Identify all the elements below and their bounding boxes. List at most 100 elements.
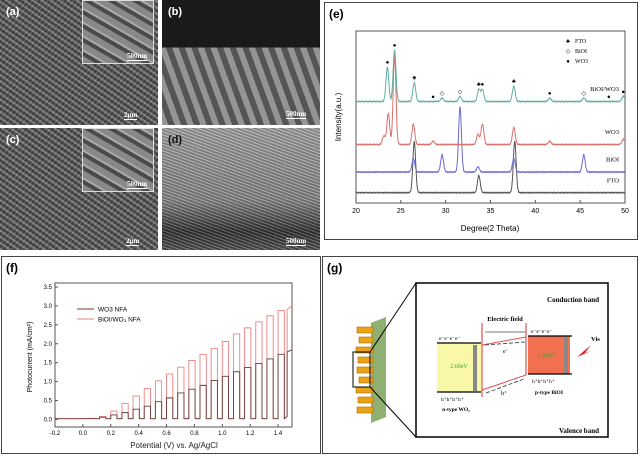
xrd-chart: Degree(2 Theta) Intensity(a.u.) 20 25 30 35… [334, 30, 629, 233]
peak-marker-wo3: ● [481, 82, 485, 88]
photocurrent-chart: Potential (V) vs. Ag/AgCl Photocurrent (… [27, 282, 293, 450]
x-tick-label: 0.2 [107, 431, 116, 437]
legend-label: WO3 [575, 59, 588, 65]
x-tick-label: 30 [442, 208, 450, 215]
peak-marker-wo3: ● [431, 95, 435, 101]
x-tick-label: 50 [621, 208, 629, 215]
x-tick-label: -0.2 [50, 431, 61, 437]
panel-label-c: (c) [6, 134, 20, 146]
x-axis-label: Degree(2 Theta) [461, 224, 520, 233]
electric-field-label: Electric field [487, 316, 523, 323]
bioi-band [528, 336, 570, 374]
legend-symbol: ◇ [566, 49, 571, 55]
series-label: BiOI/WO3 [590, 86, 619, 93]
bioi-label: p-type BiOI [535, 390, 563, 396]
plot-frame [54, 282, 293, 428]
x-tick-label: 1.4 [274, 431, 283, 437]
sem-inset-c [82, 128, 154, 192]
wo3-excitation-arrow [473, 345, 477, 391]
wo3-electrons: e⁻e⁻e⁻e⁻ [439, 336, 460, 342]
sem-image-a: (a) 500nm 2μm [0, 0, 158, 125]
bioi-gap-label: 1.86eV [538, 353, 556, 359]
inset-scale-bar-c: 500nm [127, 180, 148, 189]
x-tick-label: 20 [352, 208, 360, 215]
x-tick-label: 35 [487, 208, 495, 215]
inset-scale-bar-a: 500nm [127, 52, 148, 61]
peak-marker-bioi: ◇ [440, 91, 445, 97]
scale-bar-d: 500nm [286, 237, 307, 246]
zoom-line [369, 386, 417, 438]
y-tick-label: 3.5 [44, 285, 53, 291]
peak-marker-wo3: ● [393, 43, 397, 49]
peak-marker-fto: ♣ [412, 76, 416, 82]
conduction-band-label: Conduction band [547, 296, 599, 304]
wo3-holes: h⁺h⁺h⁺h⁺ [441, 396, 464, 403]
hole-label: h⁺ [501, 390, 507, 397]
series-label: WO3 [605, 129, 619, 136]
band-scheme-panel: (g) Conduction band Valence band Electri… [322, 256, 638, 454]
y-tick-label: 0.0 [44, 417, 53, 423]
legend-symbol: ● [566, 59, 570, 65]
peak-marker-wo3: ● [548, 91, 552, 97]
electron-label: e⁻ [503, 349, 509, 355]
peak-marker-wo3: ● [607, 95, 611, 101]
series-label: BiOI [606, 157, 619, 164]
y-axis-label: Photocurrent (mA/cm²) [27, 322, 34, 393]
x-tick-label: 40 [531, 208, 539, 215]
xrd-panel: (e) Degree(2 Theta) Intensity(a.u.) 20 25… [324, 2, 638, 240]
series-line-bioiwonfa [55, 305, 293, 420]
peak-marker-bioi: ◇ [581, 91, 586, 97]
legend-label: BiOI/WO₃ NFA [98, 317, 141, 324]
x-tick-label: 1.2 [246, 431, 255, 437]
x-tick-label: 0.8 [190, 431, 199, 437]
scale-bar-c: 2μm [126, 237, 140, 246]
wo3-gap-label: 2.60eV [450, 364, 468, 370]
panel-label-g: (g) [327, 261, 343, 275]
photocurrent-panel: (f) Potential (V) vs. Ag/AgCl Photocurre… [1, 256, 321, 454]
series-line-fto [355, 140, 626, 195]
electron-transfer-arrow [484, 341, 526, 346]
x-tick-label: 0.4 [134, 431, 143, 437]
panel-label-b: (b) [168, 6, 183, 18]
x-tick-label: 1.0 [218, 431, 227, 437]
series-line-bioiwo3 [355, 49, 626, 103]
y-tick-label: 3.0 [44, 304, 53, 310]
x-tick-label: 25 [397, 208, 405, 215]
peak-marker-fto: ♣ [512, 79, 516, 85]
legend-label: WO3 NFA [98, 307, 128, 314]
peak-marker-bioi: ◇ [458, 89, 463, 95]
bioi-holes: h⁺h⁺h⁺h⁺ [532, 378, 555, 385]
bioi-excitation-arrow [564, 338, 568, 373]
x-tick-label: 0.6 [162, 431, 171, 437]
x-tick-label: 45 [576, 208, 584, 215]
x-tick-label: 0.0 [79, 431, 88, 437]
series-line-bioi [355, 106, 626, 174]
series-label: FTO [607, 177, 619, 184]
y-tick-label: 0.5 [44, 399, 53, 405]
x-axis-label: Potential (V) vs. Ag/AgCl [130, 441, 218, 450]
bioi-electrons: e⁻e⁻e⁻e⁻ [531, 329, 552, 335]
peak-marker-wo3: ● [621, 89, 625, 95]
series-line-wo3 [355, 54, 626, 146]
hole-transfer-arrow [485, 378, 525, 394]
scale-bar-a: 2μm [124, 111, 138, 120]
light-label: Vis [591, 336, 600, 343]
panel-label-d: (d) [168, 134, 183, 146]
y-axis-label: Intensity(a.u.) [334, 92, 343, 141]
peak-marker-wo3: ● [386, 60, 390, 66]
legend-label: FTO [575, 39, 587, 45]
wo3-label: n-type WO₃ [442, 407, 470, 413]
zoom-line [369, 282, 417, 353]
light-icon [577, 345, 591, 357]
y-tick-label: 2.5 [44, 323, 53, 329]
sem-image-d: (d) 500nm [162, 128, 320, 250]
peak-marker-fto: ♣ [477, 82, 481, 88]
legend-label: BiOI [575, 49, 587, 55]
y-tick-label: 2.0 [44, 342, 53, 348]
sem-inset-a [82, 0, 154, 64]
panel-label-e: (e) [329, 7, 344, 21]
sem-image-b: (b) 500nm [162, 0, 320, 125]
legend-symbol: ♣ [566, 39, 570, 45]
series-line-wo3nfa [55, 349, 293, 420]
